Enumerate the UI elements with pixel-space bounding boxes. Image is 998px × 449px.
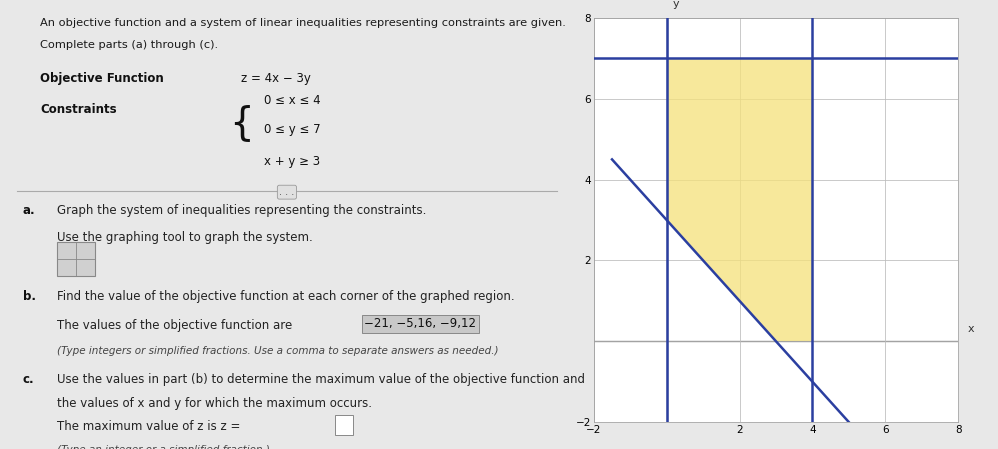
Text: b.: b.	[23, 290, 36, 303]
Text: Use the graphing tool to graph the system.: Use the graphing tool to graph the syste…	[57, 231, 313, 244]
Text: y: y	[0, 448, 1, 449]
Text: The maximum value of z is z =: The maximum value of z is z =	[57, 420, 241, 433]
Text: 0 ≤ x ≤ 4: 0 ≤ x ≤ 4	[263, 94, 320, 107]
Text: x: x	[967, 324, 974, 334]
Text: y: y	[673, 0, 679, 9]
Text: . . .: . . .	[279, 187, 294, 197]
Text: the values of x and y for which the maximum occurs.: the values of x and y for which the maxi…	[57, 397, 372, 410]
Polygon shape	[667, 58, 812, 341]
Text: {: {	[230, 105, 254, 142]
Text: Graph the system of inequalities representing the constraints.: Graph the system of inequalities represe…	[57, 204, 427, 217]
Text: (Type an integer or a simplified fraction.): (Type an integer or a simplified fractio…	[57, 445, 270, 449]
Text: Use the values in part (b) to determine the maximum value of the objective funct: Use the values in part (b) to determine …	[57, 373, 586, 386]
Text: 0 ≤ y ≤ 7: 0 ≤ y ≤ 7	[263, 123, 320, 136]
Text: c.: c.	[23, 373, 35, 386]
Text: (Type integers or simplified fractions. Use a comma to separate answers as neede: (Type integers or simplified fractions. …	[57, 346, 499, 356]
Text: Complete parts (a) through (c).: Complete parts (a) through (c).	[40, 40, 219, 50]
Text: −21, −5,16, −9,12: −21, −5,16, −9,12	[364, 317, 476, 330]
Text: z = 4x − 3y: z = 4x − 3y	[241, 72, 311, 85]
FancyBboxPatch shape	[57, 242, 95, 276]
Text: Find the value of the objective function at each corner of the graphed region.: Find the value of the objective function…	[57, 290, 515, 303]
Text: x + y ≥ 3: x + y ≥ 3	[263, 155, 320, 168]
Text: An objective function and a system of linear inequalities representing constrain: An objective function and a system of li…	[40, 18, 566, 28]
Text: The values of the objective function are: The values of the objective function are	[57, 319, 292, 332]
Text: Objective Function: Objective Function	[40, 72, 164, 85]
Text: a.: a.	[23, 204, 36, 217]
Text: Constraints: Constraints	[40, 103, 117, 116]
